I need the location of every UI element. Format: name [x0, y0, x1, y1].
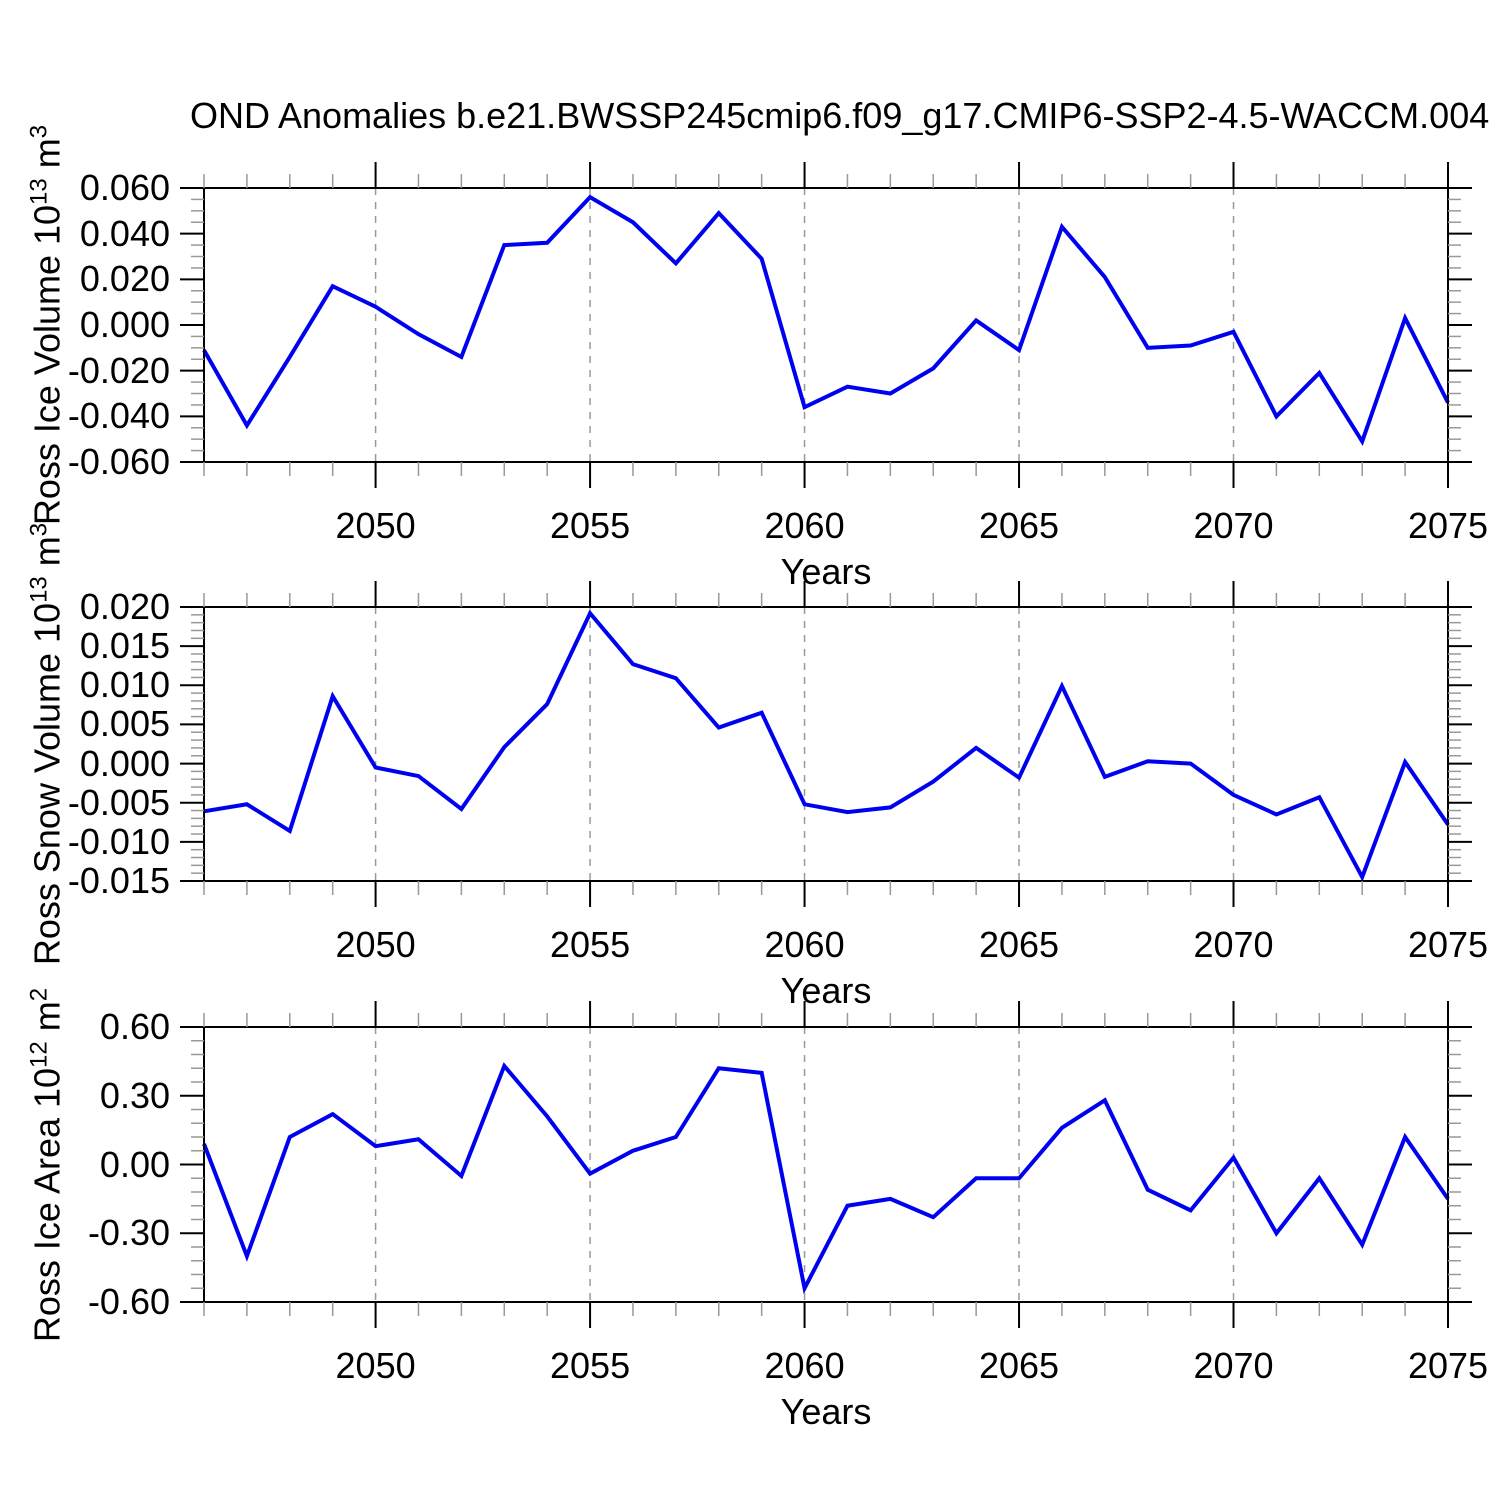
- y-tick-label: -0.060: [67, 441, 170, 482]
- x-tick-label: 2070: [1193, 505, 1274, 546]
- y-tick-label: 0.015: [79, 625, 170, 667]
- x-tick-label: 2050: [335, 924, 416, 965]
- x-tick-label: 2050: [335, 1345, 416, 1386]
- panel-frame: [203, 187, 1449, 463]
- unit-exponent: 2: [25, 987, 53, 1002]
- x-axis-title-panel-3: Years: [780, 1391, 872, 1432]
- chart-title: OND Anomalies b.e21.BWSSP245cmip6.f09_g1…: [190, 95, 1490, 136]
- x-tick-label: 2060: [764, 924, 845, 965]
- x-tick-label: 2065: [978, 924, 1060, 965]
- y-tick-label: 0.000: [79, 304, 170, 345]
- panel-frame: [203, 606, 1449, 882]
- series-line-ross-ice-volume: [202, 194, 1450, 447]
- y-tick-label: -0.040: [67, 395, 170, 437]
- x-tick-label: 2060: [764, 1345, 845, 1386]
- x-tick-label: 2075: [1407, 924, 1489, 965]
- unit-exponent: 3: [25, 124, 53, 139]
- y-tick-label: -0.010: [67, 820, 170, 862]
- y-tick-label: 0.010: [79, 664, 170, 706]
- y-tick-label: 0.060: [79, 167, 170, 208]
- x-tick-label: 2055: [550, 1345, 631, 1386]
- x-tick-label: 2065: [978, 1345, 1060, 1386]
- y-tick-label: -0.30: [87, 1212, 170, 1254]
- y-tick-label: 0.005: [79, 703, 170, 745]
- x-tick-label: 2055: [550, 505, 631, 546]
- y-tick-label: 0.00: [99, 1143, 170, 1185]
- y-tick-label: 0.30: [99, 1074, 170, 1116]
- x-tick-label: 2070: [1193, 1345, 1274, 1386]
- x-tick-label: 2070: [1193, 924, 1274, 965]
- y-tick-label: 0.020: [79, 586, 170, 627]
- x-axis-title-panel-1: Years: [780, 551, 872, 592]
- x-tick-label: 2075: [1407, 1345, 1489, 1386]
- y-tick-label: 0.040: [79, 212, 170, 254]
- y-tick-label: -0.60: [87, 1281, 170, 1322]
- x-axis-title-panel-2: Years: [780, 970, 872, 1011]
- y-tick-label: -0.015: [67, 860, 170, 901]
- y-tick-label: 0.60: [99, 1006, 170, 1047]
- series-line-ross-ice-area: [202, 1062, 1450, 1295]
- x-tick-label: 2050: [335, 505, 416, 546]
- panel-frame: [203, 1026, 1449, 1303]
- x-tick-label: 2055: [550, 924, 631, 965]
- y-tick-label: 0.000: [79, 742, 170, 784]
- y-axis-unit: m: [26, 536, 68, 577]
- x-tick-label: 2065: [978, 505, 1060, 546]
- y-tick-label: 0.020: [79, 258, 170, 300]
- x-tick-label: 2075: [1407, 505, 1489, 546]
- series-line-ross-snow-volume: [203, 609, 1450, 882]
- x-tick-label: 2060: [764, 505, 845, 546]
- y-tick-label: -0.020: [67, 349, 170, 391]
- unit-exponent: 3: [25, 522, 53, 537]
- y-tick-label: -0.005: [67, 781, 170, 823]
